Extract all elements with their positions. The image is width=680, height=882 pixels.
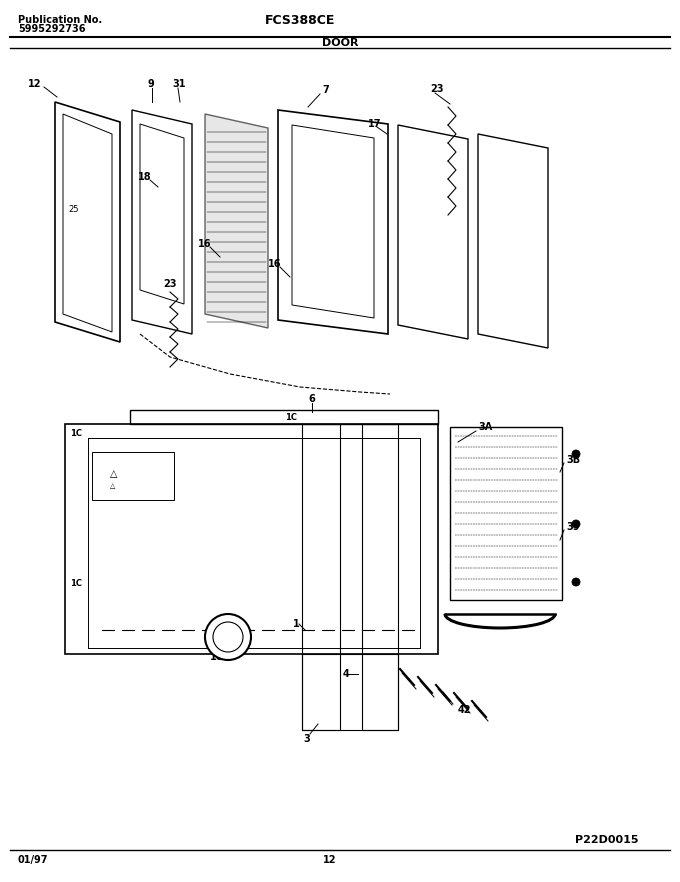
Text: 17: 17 [368, 119, 381, 129]
Text: FCS388CE: FCS388CE [265, 13, 335, 26]
Text: Publication No.: Publication No. [18, 15, 102, 25]
Circle shape [572, 450, 580, 458]
Circle shape [572, 578, 580, 586]
Text: 23: 23 [163, 279, 177, 289]
Text: 7: 7 [322, 85, 328, 95]
Text: 4: 4 [343, 669, 350, 679]
Text: 1C: 1C [285, 413, 297, 422]
Text: 23: 23 [430, 84, 443, 94]
Text: DOOR: DOOR [322, 38, 358, 48]
Text: 10: 10 [210, 652, 224, 662]
Text: 3: 3 [303, 734, 310, 744]
Text: 1C: 1C [70, 579, 82, 588]
Text: △: △ [110, 469, 118, 479]
Text: 5995292736: 5995292736 [18, 24, 86, 34]
Text: 6: 6 [308, 394, 315, 404]
Text: 12: 12 [323, 855, 337, 865]
Text: 16: 16 [268, 259, 282, 269]
Bar [92, 452, 174, 500]
Text: 25: 25 [68, 206, 78, 214]
Text: P22D0015: P22D0015 [575, 835, 639, 845]
Text: 31: 31 [172, 79, 186, 89]
Text: 18: 18 [138, 172, 152, 182]
Text: 3A: 3A [478, 422, 492, 432]
Circle shape [572, 520, 580, 528]
Text: 3B: 3B [566, 455, 580, 465]
Text: 01/97: 01/97 [18, 855, 48, 865]
Polygon shape [205, 114, 268, 328]
Text: 1C: 1C [70, 430, 82, 438]
Text: 1: 1 [293, 619, 300, 629]
Text: △: △ [110, 483, 116, 489]
Text: 9: 9 [148, 79, 155, 89]
Text: 42: 42 [458, 705, 471, 715]
Circle shape [205, 614, 251, 660]
Text: 12: 12 [28, 79, 41, 89]
Text: 16: 16 [198, 239, 211, 249]
Text: 39: 39 [566, 522, 579, 532]
